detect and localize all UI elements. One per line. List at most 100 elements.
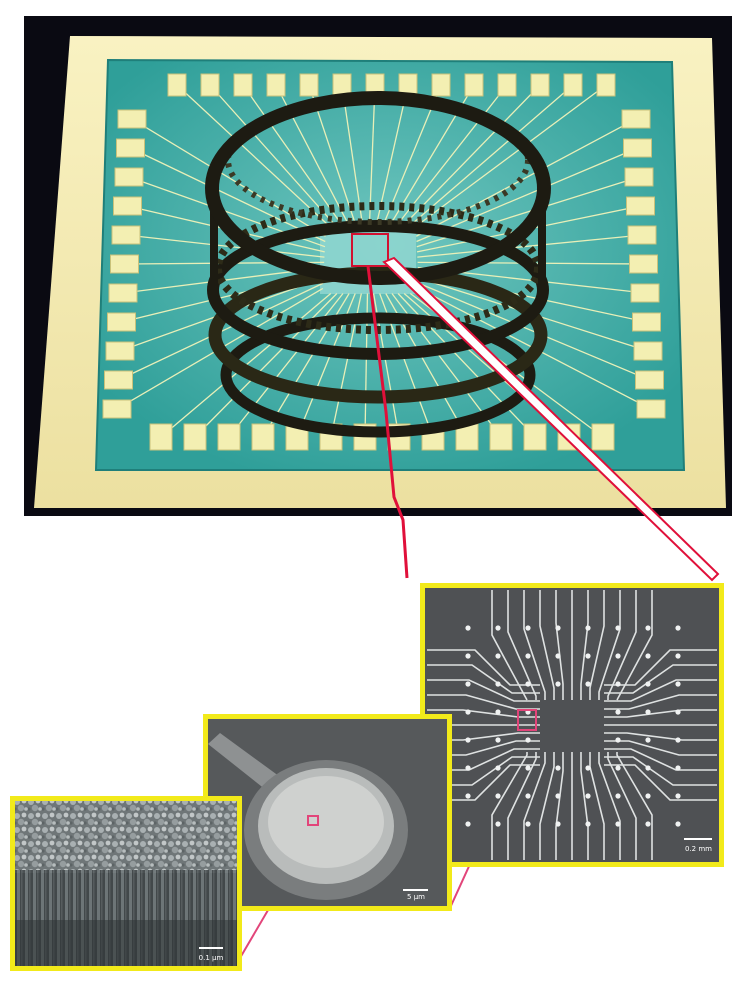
electrode-dot [525,625,531,631]
bond-pad [266,73,286,97]
electrode-dot [645,681,651,687]
electrode-dot [495,793,501,799]
bond-pad [633,341,663,361]
wire-trace [209,84,341,231]
electrode-dot [615,765,621,771]
grid-trace [604,709,717,718]
wire-trace [410,84,607,231]
grid-trace [598,752,621,860]
electrode-dot [465,625,471,631]
electrode-dot [495,765,501,771]
electrode-dot [495,821,501,827]
electrode-dot [525,737,531,743]
grid-trace [491,590,528,701]
grid-trace [539,590,555,700]
electrode-dot [465,681,471,687]
electrode-dot [645,765,651,771]
grid-trace [589,590,605,700]
electrode-dot [525,653,531,659]
grid-trace [491,752,528,860]
bond-pad [523,423,547,451]
callout-arrow-right [382,256,720,582]
electrode-dot [555,765,561,771]
electrode-dot [615,793,621,799]
bond-pad [497,73,517,97]
electrode-dot [585,793,591,799]
grid-trace [616,590,653,701]
grid-trace [427,679,540,702]
grid-trace [604,664,717,694]
electrode-dot [555,821,561,827]
bond-pad [114,167,144,187]
disc-zoom-marker [307,815,319,826]
texture-scalebar-label: 0.1 µm [199,954,224,962]
wire-trace [130,147,326,243]
grid-trace [616,752,653,860]
grid-trace [523,590,546,700]
bond-pad [105,341,135,361]
electrode-dot [525,681,531,687]
wire-trace [418,282,650,381]
bond-pad [107,312,136,332]
electrode-dot [615,821,621,827]
grid-trace [539,752,555,860]
electrode-disc-panel: 5 µm [203,714,452,911]
electrode-dot [675,765,681,771]
bond-pad [530,73,550,97]
grid-trace [604,694,717,710]
electrode-dot [645,821,651,827]
electrode-dot [675,821,681,827]
grid-trace [427,709,540,718]
grid-trace [507,752,537,860]
grid-trace [598,590,621,700]
disc-scalebar-label: 5 µm [407,893,425,901]
electrode-dot [675,793,681,799]
grid-trace [604,756,717,786]
bond-pad [636,399,666,419]
electrode-dot [465,653,471,659]
electrode-dot [465,793,471,799]
grid-trace [589,752,605,860]
electrode-dot [645,793,651,799]
bond-pad [183,423,207,451]
wire-trace [125,234,325,258]
electrode-dot [585,653,591,659]
electrode-dot [645,709,651,715]
electrode-dot [555,793,561,799]
electrode-dot [525,821,531,827]
electrode-dot [675,709,681,715]
bond-pad [116,138,145,158]
grid-trace [580,752,589,860]
bond-pad [630,283,660,303]
grid-trace [604,748,717,771]
bond-pad [200,73,220,97]
grid-scalebar-label: 0.2 mm [685,845,712,853]
bond-pad [591,423,615,451]
texture-top [15,801,237,873]
chip-carrier-photo [24,16,732,516]
electrode-dot [675,625,681,631]
grid-trace [555,752,564,860]
grid-traces [427,590,717,860]
bond-pad [624,167,654,187]
bond-pad [596,73,616,97]
electrode-dot [495,709,501,715]
electrode-dot [525,793,531,799]
electrode-dot [675,653,681,659]
electrode-dot [615,737,621,743]
electrode-dot [555,625,561,631]
bond-pad [111,225,141,245]
bond-pad [627,225,657,245]
grid-trace [580,590,589,700]
bond-pad [108,283,138,303]
electrode-dot [465,709,471,715]
bond-pad [167,73,187,97]
electrode-dot [465,821,471,827]
grid-trace [604,764,717,801]
grid-trace [427,649,540,686]
bond-pad [623,138,652,158]
bond-pad [299,73,319,97]
texture-shadow [15,920,237,966]
wire-trace [194,293,338,438]
grid-trace [607,590,637,700]
